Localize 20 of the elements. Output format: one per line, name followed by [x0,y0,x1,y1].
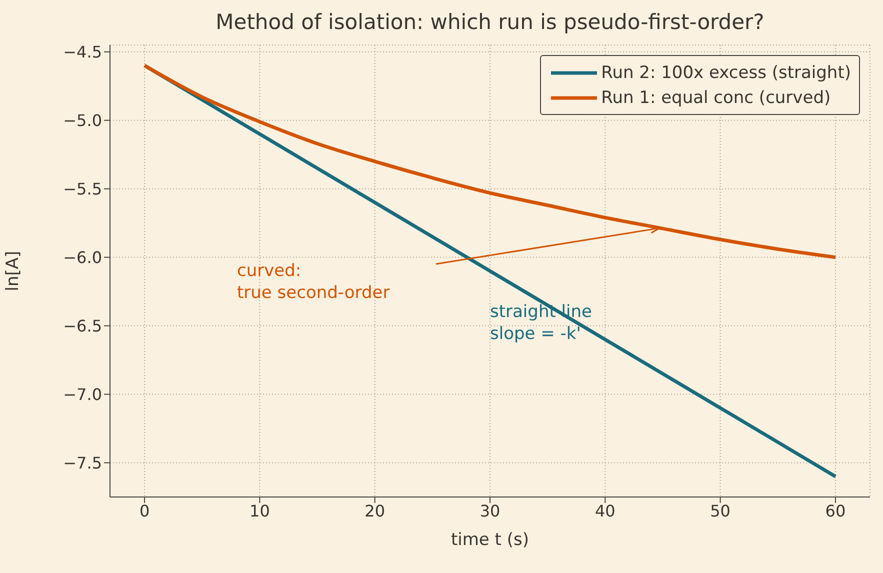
y-tick-label: −6.0 [63,248,102,267]
x-tick-label: 60 [825,501,846,520]
annotation: curved: true second-order [237,261,390,303]
x-tick-label: 50 [710,501,730,520]
x-tick-label: 20 [364,501,386,520]
y-tick-label: −5.5 [63,180,102,198]
y-tick-label: −6.5 [63,316,102,336]
y-tick-label: −4.5 [63,42,102,62]
x-tick-label: 40 [594,501,616,520]
x-axis-title: time t (s) [450,530,530,550]
legend-label: Run 2: 100x excess (straight) [601,62,851,82]
x-tick-label: 30 [480,501,500,520]
chart-title: Method of isolation: which run is pseudo-first-order? [214,10,766,34]
x-tick-label: 10 [250,501,270,520]
y-tick-label: −7.5 [63,453,102,472]
x-tick-label: 0 [139,501,150,520]
y-tick-label: −5.0 [63,111,102,130]
y-tick-label: −7.0 [63,384,102,404]
legend-label: Run 1: equal conc (curved) [601,88,831,108]
y-axis-title: ln[A] [3,250,24,292]
